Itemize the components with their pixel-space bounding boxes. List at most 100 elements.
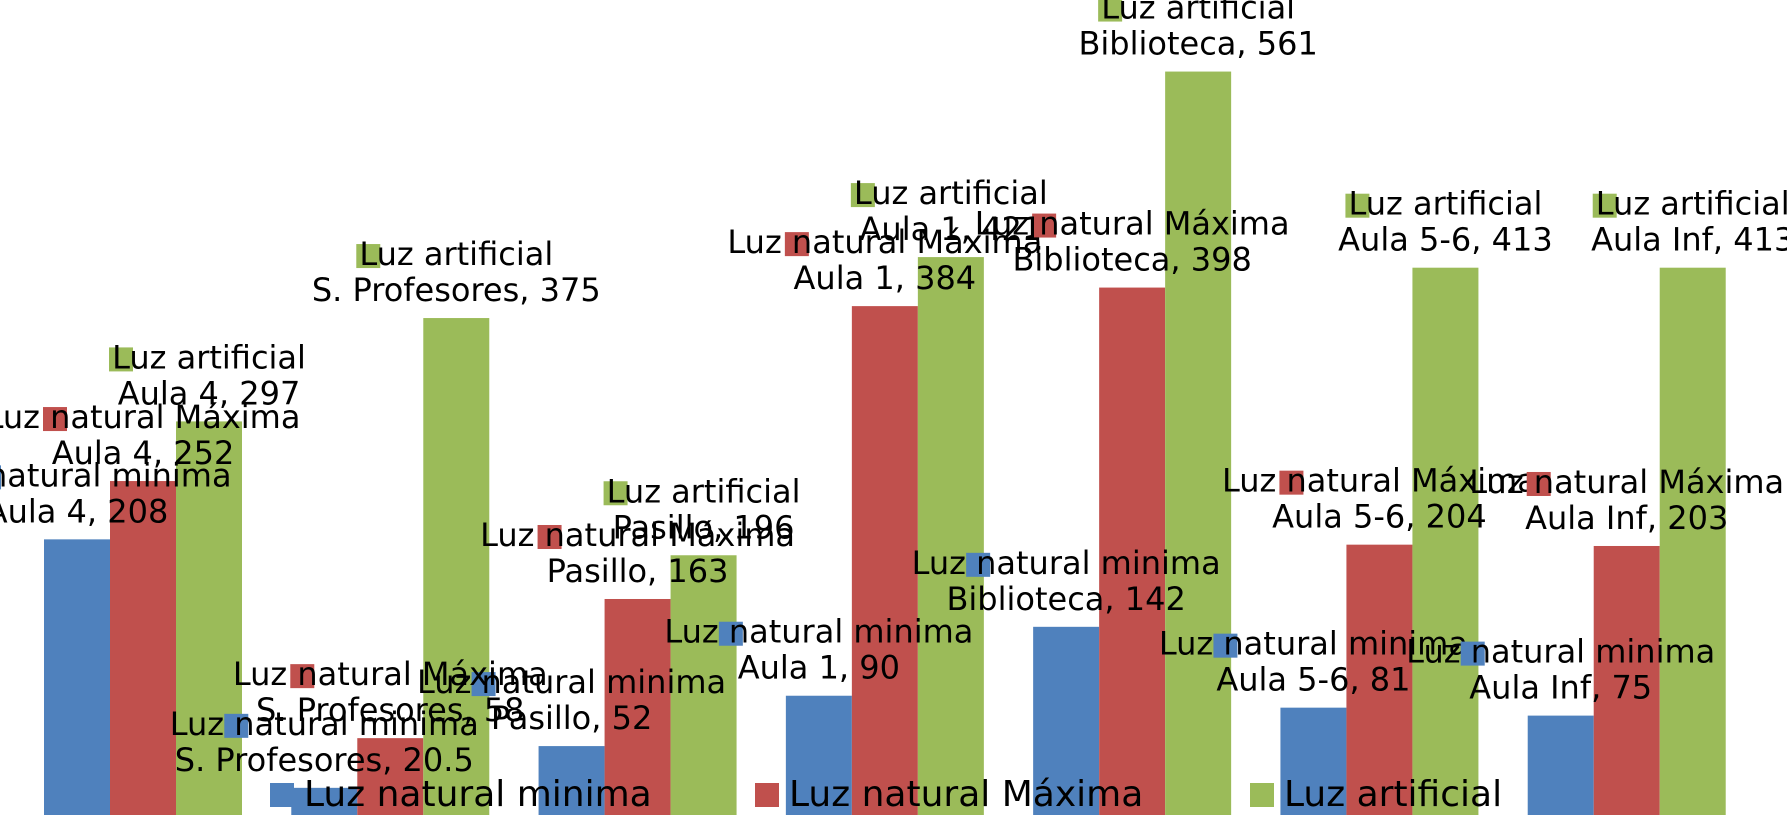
data-label: Luz natural Máxima S. Profesores, 58 — [233, 655, 548, 729]
data-label: Luz natural Máxima Biblioteca, 398 — [975, 205, 1290, 279]
bar — [1033, 626, 1100, 815]
bar — [1593, 545, 1660, 815]
label-series: Luz natural minima — [1406, 633, 1715, 671]
label-value: 561 — [1257, 25, 1318, 63]
label-series: Luz natural minima — [664, 613, 973, 651]
label-series: Luz artificial — [1348, 185, 1542, 223]
label-series: Luz artificial — [854, 174, 1048, 212]
label-value: 52 — [612, 699, 653, 737]
label-sep: , — [463, 691, 483, 729]
label-series: Luz natural Máxima — [727, 223, 1042, 261]
label-value: 20.5 — [403, 741, 474, 779]
label-series: Luz natural Máxima — [233, 655, 548, 693]
label-sep: , — [1104, 580, 1124, 618]
data-label: Luz artificial Pasillo, 196 — [607, 472, 801, 546]
label-category: Biblioteca — [946, 580, 1104, 618]
label-marker — [290, 664, 315, 689]
label-marker — [966, 552, 991, 577]
label-marker — [1460, 641, 1485, 666]
label-category: Aula 4 — [0, 492, 87, 530]
label-sep: , — [1471, 221, 1491, 259]
label-category: Aula Inf — [1469, 669, 1592, 707]
label-category: S. Profesores — [175, 741, 382, 779]
label-sep: , — [1170, 241, 1190, 279]
label-line: S. Profesores, 20.5 — [175, 741, 474, 779]
label-category: Biblioteca — [1078, 25, 1236, 63]
label-series: Luz natural Máxima — [975, 205, 1290, 243]
bar — [1099, 287, 1166, 815]
label-sep: , — [1713, 221, 1733, 259]
label-marker — [1279, 470, 1304, 495]
bar — [538, 746, 605, 815]
label-marker — [43, 407, 67, 432]
data-label: Luz natural Máxima Pasillo, 163 — [480, 516, 795, 590]
label-marker — [224, 713, 249, 738]
data-label: Luz natural Máxima Aula Inf, 203 — [1469, 463, 1784, 537]
data-label: Luz artificial Aula 5-6, 413 — [1338, 185, 1553, 259]
label-line: S. Profesores, 375 — [312, 271, 601, 309]
label-marker — [1032, 213, 1057, 238]
label-series: Luz natural Máxima — [1469, 463, 1784, 501]
label-value: 297 — [239, 374, 300, 412]
bar — [1659, 267, 1726, 816]
label-line: Aula 1, 90 — [738, 649, 900, 687]
label-sep: , — [1591, 669, 1611, 707]
label-value: 252 — [173, 434, 234, 472]
label-sep: , — [1647, 499, 1667, 537]
label-line: Aula Inf, 413 — [1591, 221, 1787, 259]
bar — [357, 738, 424, 815]
legend-swatch — [1250, 783, 1274, 807]
bar — [176, 421, 242, 815]
label-line: Aula 5-6, 204 — [1272, 498, 1487, 536]
label-line: Aula 4, 297 — [118, 374, 301, 412]
label-marker — [784, 232, 809, 257]
label-category: Aula 1 — [738, 649, 839, 687]
label-series: Luz artificial — [1101, 0, 1295, 27]
label-marker — [718, 621, 743, 646]
label-category: Aula Inf — [1591, 221, 1714, 259]
label-marker — [603, 481, 628, 506]
label-series: Luz natural minima — [1159, 625, 1468, 663]
data-label: Luz artificial Aula 1, 421 — [854, 174, 1048, 248]
label-marker — [1213, 633, 1238, 658]
label-marker — [1526, 471, 1551, 496]
bar — [1527, 715, 1594, 815]
label-sep: , — [153, 434, 173, 472]
label-value: 81 — [1370, 661, 1411, 699]
label-value: 398 — [1191, 241, 1252, 279]
label-series: Luz artificial — [359, 235, 553, 273]
label-value: 142 — [1125, 580, 1186, 618]
label-value: 75 — [1611, 669, 1652, 707]
label-sep: , — [87, 492, 107, 530]
bar — [291, 787, 358, 815]
label-sep: , — [713, 508, 733, 546]
label-value: 196 — [733, 508, 794, 546]
label-line: Aula Inf, 203 — [1525, 499, 1728, 537]
label-marker — [109, 347, 133, 372]
data-label: Luz natural Máxima Aula 4, 252 — [0, 398, 300, 472]
label-value: 384 — [915, 259, 976, 297]
label-value: 421 — [981, 210, 1042, 248]
data-label: Luz artificial S. Profesores, 375 — [312, 235, 601, 309]
label-series: Luz natural minima — [912, 544, 1221, 582]
label-series: Luz natural minima — [417, 663, 726, 701]
bar — [1346, 544, 1413, 815]
legend-label: Luz natural Máxima — [789, 774, 1143, 815]
bar — [44, 539, 110, 815]
data-label: Luz natural minima Biblioteca, 142 — [912, 544, 1221, 618]
label-series: Luz natural Máxima — [1222, 462, 1537, 500]
label-sep: , — [961, 210, 981, 248]
label-line: Aula 5-6, 413 — [1338, 221, 1553, 259]
bar — [670, 555, 737, 815]
label-sep: , — [1236, 25, 1256, 63]
data-label: Luz natural Máxima Aula 5-6, 204 — [1222, 462, 1537, 536]
label-value: 90 — [859, 649, 900, 687]
label-category: Pasillo — [613, 508, 713, 546]
label-value: 413 — [1492, 221, 1553, 259]
label-line: Biblioteca, 398 — [1012, 241, 1251, 279]
label-category: Aula Inf — [1525, 499, 1648, 537]
label-marker — [1098, 0, 1123, 22]
bar — [917, 257, 984, 815]
